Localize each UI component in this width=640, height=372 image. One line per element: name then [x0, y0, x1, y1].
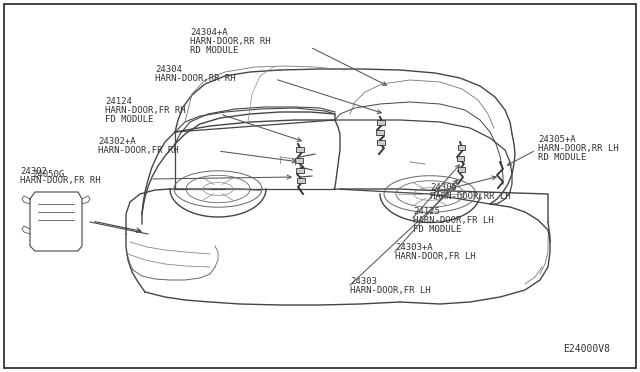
Text: E24000V8: E24000V8 [563, 344, 610, 354]
Bar [457, 156, 464, 161]
Bar [295, 158, 303, 163]
Text: FD MODULE: FD MODULE [105, 115, 154, 124]
Text: 24305+A: 24305+A [538, 135, 575, 144]
Bar [296, 168, 304, 173]
Bar [377, 120, 385, 125]
Text: 24303+A: 24303+A [395, 243, 433, 252]
Text: HARN-DOOR,RR RH: HARN-DOOR,RR RH [155, 74, 236, 83]
Text: 24302: 24302 [20, 167, 47, 176]
Text: HARN-DOOR,FR LH: HARN-DOOR,FR LH [350, 286, 431, 295]
Bar [458, 145, 465, 150]
Text: RD MODULE: RD MODULE [190, 46, 238, 55]
Text: 24124: 24124 [105, 97, 132, 106]
Bar [458, 167, 465, 172]
Text: 24305: 24305 [430, 183, 457, 192]
Text: 24304+A: 24304+A [190, 28, 228, 37]
Text: HARN-DOOR,FR LH: HARN-DOOR,FR LH [395, 252, 476, 261]
Text: 24050G: 24050G [32, 170, 64, 179]
Text: HARN-DOOR,FR RH: HARN-DOOR,FR RH [20, 176, 100, 185]
Text: 24303: 24303 [350, 277, 377, 286]
Text: RD MODULE: RD MODULE [538, 153, 586, 162]
Text: HARN-DOOR,FR RH: HARN-DOOR,FR RH [105, 106, 186, 115]
Text: HARN-DOOR,RR LH: HARN-DOOR,RR LH [430, 192, 511, 201]
Bar [377, 140, 385, 145]
Text: 24304: 24304 [155, 65, 182, 74]
Bar [376, 130, 384, 135]
Text: 24125: 24125 [413, 207, 440, 216]
Bar [296, 147, 304, 152]
Text: HARN-DOOR,RR LH: HARN-DOOR,RR LH [538, 144, 619, 153]
Bar [297, 178, 305, 183]
Text: HARN-DOOR,FR RH: HARN-DOOR,FR RH [98, 146, 179, 155]
Text: HARN-DOOR,FR LH: HARN-DOOR,FR LH [413, 216, 493, 225]
Text: 24302+A: 24302+A [98, 137, 136, 146]
Text: HARN-DOOR,RR RH: HARN-DOOR,RR RH [190, 37, 271, 46]
Text: FD MODULE: FD MODULE [413, 225, 461, 234]
